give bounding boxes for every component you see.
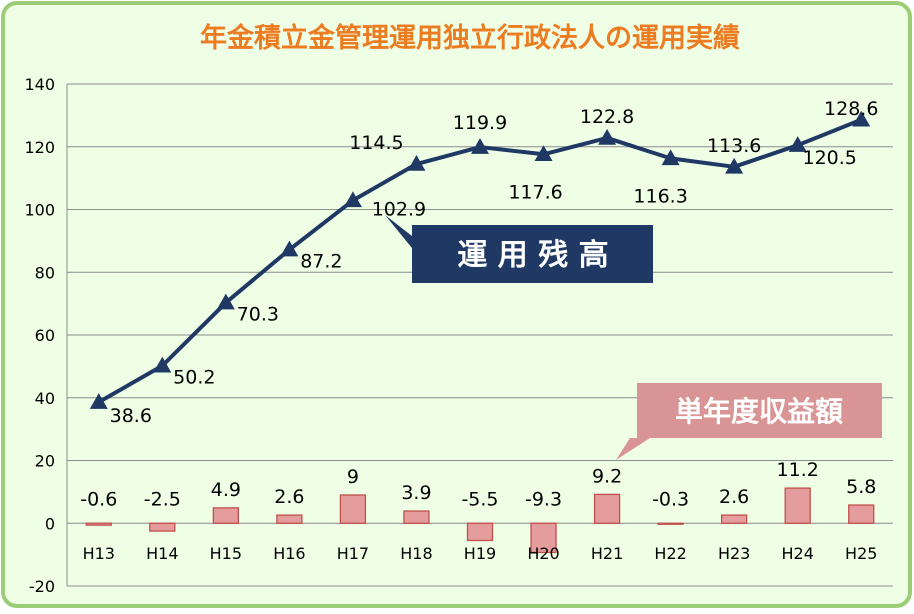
line-legend-label: 運 用 残 高	[457, 238, 608, 273]
y-axis-ticks: -20 0 20 40 60 80 100 120 140	[24, 75, 55, 596]
y-tick-label: 60	[35, 326, 55, 345]
chart-title: 年金積立金管理運用独立行政法人の運用実績	[200, 22, 740, 54]
line-value-label: 102.9	[372, 198, 426, 220]
y-tick-label: 40	[35, 389, 55, 408]
x-tick-label: H24	[781, 544, 813, 563]
x-tick-label: H21	[591, 544, 623, 563]
bar-H17	[339, 494, 367, 524]
line-value-label: 87.2	[300, 251, 342, 273]
line-marker-H20	[534, 145, 553, 162]
line-marker-H24	[788, 136, 807, 152]
y-tick-label: 0	[45, 514, 55, 533]
bar-H16	[276, 514, 303, 524]
line-value-label: 128.6	[824, 98, 878, 120]
x-axis-ticks: H13 H14 H15 H16 H17 H18 H19 H20 H21 H22 H23 H24 H25	[83, 544, 878, 563]
bar-value-label: 3.9	[401, 482, 431, 504]
line-marker-H18	[407, 155, 426, 171]
line-marker-H16	[280, 240, 299, 257]
bar-value-label: -9.3	[525, 488, 562, 510]
bar-H19	[466, 522, 494, 542]
bar-H22	[657, 522, 684, 525]
line-value-label: 113.6	[707, 135, 761, 157]
y-tick-label: 20	[35, 452, 55, 471]
line-value-label: 117.6	[508, 181, 562, 203]
y-tick-label: -20	[29, 577, 55, 596]
bar-value-label: 11.2	[777, 459, 819, 481]
line-marker-H21	[598, 128, 617, 145]
x-tick-label: H17	[337, 544, 369, 563]
x-tick-label: H14	[146, 544, 178, 563]
bar-H15	[212, 507, 239, 524]
line-marker-H25	[852, 110, 871, 127]
bar-value-label: 4.9	[211, 479, 241, 501]
x-tick-label: H13	[83, 544, 115, 563]
x-tick-label: H18	[400, 544, 432, 563]
x-tick-label: H19	[464, 544, 496, 563]
line-marker-H15	[216, 293, 235, 310]
line-value-label: 70.3	[237, 304, 279, 326]
line-series	[89, 110, 871, 409]
bar-value-label: -0.3	[652, 488, 689, 510]
bar-H14	[149, 522, 176, 532]
y-tick-label: 120	[24, 138, 55, 157]
line-marker-H13	[89, 393, 108, 409]
y-tick-label: 80	[35, 263, 55, 282]
x-tick-label: H25	[845, 544, 877, 563]
bar-value-label: 9.2	[592, 465, 622, 487]
bar-value-label: -2.5	[144, 488, 181, 510]
bar-H24	[784, 487, 811, 524]
line-value-label: 50.2	[173, 367, 215, 389]
x-tick-label: H16	[273, 544, 305, 563]
x-tick-label: H23	[718, 544, 750, 563]
bar-legend-label: 単年度収益額	[675, 395, 843, 428]
bar-legend-callout: 単年度収益額	[616, 383, 882, 460]
bar-series	[85, 487, 875, 554]
line-value-label: 38.6	[110, 405, 152, 427]
bar-value-label: -5.5	[461, 488, 498, 510]
line-marker-H23	[725, 157, 744, 174]
line-marker-H19	[471, 138, 489, 154]
line-value-label: 119.9	[453, 112, 507, 134]
bar-value-label: 9	[347, 466, 359, 488]
x-tick-label: H22	[654, 544, 686, 563]
y-tick-label: 140	[24, 75, 55, 94]
line-value-label: 120.5	[802, 147, 856, 169]
bar-value-label: -0.6	[80, 488, 117, 510]
line-value-label: 116.3	[633, 185, 687, 207]
bar-value-label: 5.8	[846, 476, 876, 498]
y-tick-label: 100	[24, 201, 55, 220]
line-marker-H17	[343, 191, 362, 208]
bar-H25	[848, 504, 875, 524]
bar-H23	[721, 514, 748, 524]
x-tick-label: H15	[210, 544, 242, 563]
bar-value-label: 2.6	[719, 486, 749, 508]
x-tick-label: H20	[527, 544, 559, 563]
bar-H18	[403, 510, 430, 524]
bar-H13	[85, 522, 112, 526]
line-value-label: 114.5	[349, 132, 403, 154]
line-value-label: 122.8	[580, 106, 634, 128]
bar-legend-callout-shape	[616, 383, 882, 460]
bar-data-labels: -0.6 -2.5 4.9 2.6 9 3.9 -5.5 -9.3 9.2 -0.3 2.6 11.2…	[80, 459, 876, 510]
bar-H20	[530, 522, 557, 554]
bar-value-label: 2.6	[274, 486, 304, 508]
line-marker-H14	[153, 356, 172, 373]
line-legend-callout-shape	[385, 215, 653, 283]
line-data-labels: 38.6 50.2 70.3 87.2 102.9 114.5 119.9 117.6 122.…	[110, 98, 879, 427]
line-legend-callout: 運 用 残 高	[385, 215, 653, 283]
line-marker-H22	[661, 149, 680, 166]
bar-H21	[593, 493, 621, 524]
